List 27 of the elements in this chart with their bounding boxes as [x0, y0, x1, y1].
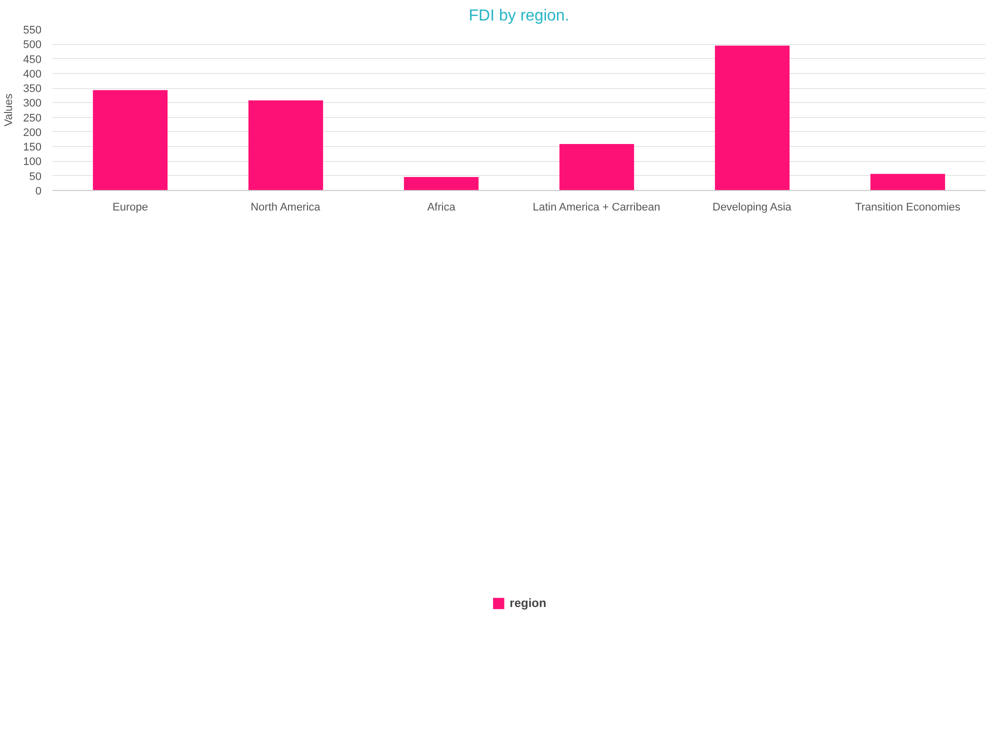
x-tick-label: Developing Asia [712, 202, 792, 214]
x-tick-label: Africa [427, 202, 456, 214]
x-tick-label: North America [250, 202, 322, 214]
bar [248, 100, 324, 190]
bar [92, 90, 168, 190]
y-axis-title: Values [3, 93, 16, 126]
chart-title: FDI by region. [468, 8, 570, 24]
y-tick-label: 0 [35, 186, 42, 198]
y-tick-label: 150 [23, 142, 42, 154]
y-tick-label: 250 [23, 112, 42, 124]
x-tick-label: Transition Economies [855, 202, 961, 214]
bar [559, 144, 634, 190]
y-tick-label: 100 [23, 156, 42, 168]
x-tick-label: Europe [112, 202, 148, 214]
y-tick-label: 400 [23, 68, 42, 80]
legend-label: region [510, 596, 546, 610]
bar [404, 177, 479, 190]
y-tick-label: 450 [23, 54, 42, 66]
bar [870, 174, 946, 190]
y-tick-label: 300 [23, 98, 42, 110]
y-tick-label: 50 [29, 170, 42, 183]
bar [714, 46, 790, 190]
y-tick-label: 350 [23, 83, 42, 96]
y-tick-label: 550 [23, 24, 42, 36]
y-tick-label: 200 [23, 126, 42, 139]
x-tick-label: Latin America + Carribean [532, 202, 660, 214]
y-tick-label: 500 [23, 39, 42, 52]
